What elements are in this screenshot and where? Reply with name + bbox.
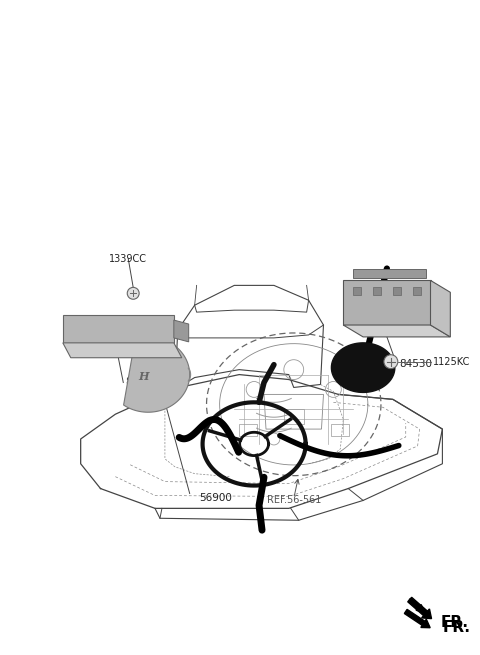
Text: 84530: 84530 — [399, 359, 432, 369]
Text: 56900: 56900 — [200, 493, 232, 504]
Polygon shape — [331, 343, 395, 392]
Text: FR.: FR. — [441, 615, 468, 630]
Polygon shape — [353, 288, 361, 295]
Polygon shape — [353, 269, 426, 278]
Polygon shape — [123, 337, 190, 412]
Circle shape — [384, 355, 398, 369]
Polygon shape — [343, 280, 431, 325]
Text: 1125KC: 1125KC — [432, 357, 470, 367]
Polygon shape — [63, 343, 182, 358]
Text: FR.: FR. — [443, 620, 470, 635]
Polygon shape — [343, 325, 450, 337]
Text: REF.56-561: REF.56-561 — [266, 495, 321, 506]
Polygon shape — [413, 288, 420, 295]
FancyArrow shape — [404, 609, 430, 627]
Text: 88070: 88070 — [125, 377, 158, 388]
Text: 1339CC: 1339CC — [109, 253, 147, 264]
Text: H: H — [138, 371, 148, 382]
Polygon shape — [431, 280, 450, 337]
Polygon shape — [63, 315, 174, 343]
FancyArrow shape — [408, 597, 432, 618]
Polygon shape — [393, 288, 401, 295]
Polygon shape — [174, 320, 189, 342]
Circle shape — [127, 288, 139, 299]
Polygon shape — [373, 288, 381, 295]
